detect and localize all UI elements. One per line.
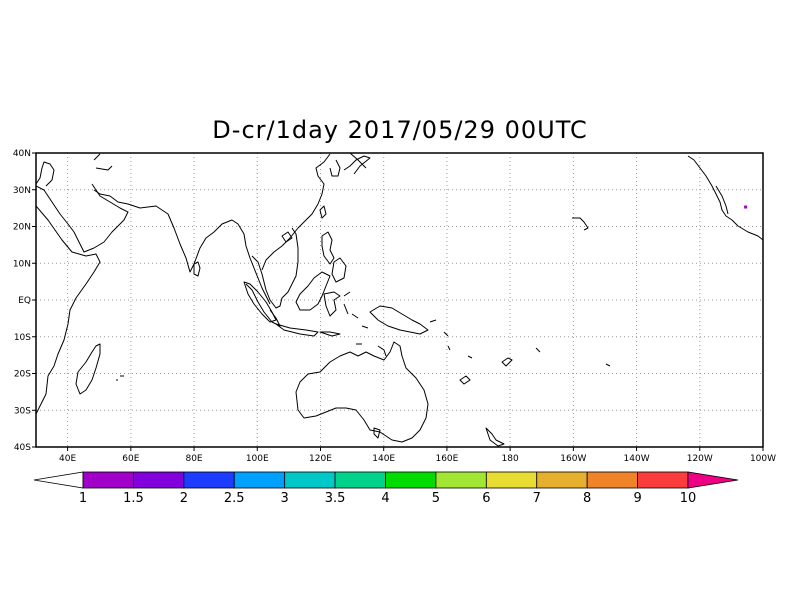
data-markers <box>744 205 748 209</box>
lat-tick-label: 20S <box>14 370 31 380</box>
colorbar-box <box>233 471 286 489</box>
colorbar-label: 3 <box>281 491 289 506</box>
colorbar-box <box>637 471 689 489</box>
coastlines <box>36 153 763 447</box>
lat-tick-label: 30N <box>13 186 31 196</box>
colorbar-label: 2.5 <box>224 491 245 506</box>
map-frame <box>35 152 764 448</box>
lat-tick-label: 30S <box>14 406 31 416</box>
lon-tick-label: 100W <box>750 454 776 464</box>
colorbar-over-triangle <box>687 471 739 489</box>
lat-tick-label: 10N <box>13 259 31 269</box>
colorbar: 1 1.5 2 2.5 3 3.5 4 5 6 7 8 9 10 <box>33 471 739 506</box>
lon-tick-label: 140E <box>372 454 395 464</box>
colorbar-label: 4 <box>381 491 389 506</box>
colorbar-box <box>536 471 588 489</box>
colorbar-box <box>284 471 336 489</box>
colorbar-box <box>385 471 437 489</box>
lon-tick-label: 160E <box>435 454 458 464</box>
lon-tick-label: 160W <box>560 454 586 464</box>
lon-tick-label: 140W <box>624 454 650 464</box>
longitude-ticks: 40E 60E 80E 100E 120E 140E 160E 180 160W 140W 120W… <box>59 447 776 464</box>
lat-tick-label: 10S <box>14 333 31 343</box>
precip-marker <box>744 205 748 209</box>
lon-tick-label: 120W <box>687 454 713 464</box>
grid-lines <box>36 153 763 447</box>
colorbar-box <box>82 471 134 489</box>
lat-tick-label: EQ <box>18 296 31 306</box>
colorbar-label: 8 <box>583 491 591 506</box>
colorbar-label: 1 <box>79 491 87 506</box>
lon-tick-label: 180 <box>502 454 519 464</box>
colorbar-box <box>133 471 185 489</box>
lat-tick-label: 40N <box>13 149 31 159</box>
lat-tick-label: 20N <box>13 223 31 233</box>
colorbar-box <box>485 471 538 489</box>
colorbar-label: 5 <box>432 491 440 506</box>
latitude-ticks: 40N 30N 20N 10N EQ 10S 20S 30S 40S <box>13 149 36 453</box>
colorbar-label: 9 <box>633 491 641 506</box>
colorbar-box <box>183 471 235 489</box>
lon-tick-label: 60E <box>122 454 139 464</box>
lon-tick-label: 100E <box>246 454 269 464</box>
colorbar-label: 10 <box>680 491 697 506</box>
colorbar-under-triangle <box>33 471 84 489</box>
colorbar-box <box>586 471 638 489</box>
colorbar-label: 2 <box>180 491 188 506</box>
lon-tick-label: 120E <box>309 454 332 464</box>
colorbar-label: 3.5 <box>325 491 346 506</box>
lon-tick-label: 80E <box>185 454 202 464</box>
colorbar-box <box>334 471 386 489</box>
map-title: D-cr/1day 2017/05/29 00UTC <box>212 116 588 144</box>
colorbar-label: 1.5 <box>123 491 144 506</box>
colorbar-label: 7 <box>533 491 541 506</box>
colorbar-label: 6 <box>482 491 490 506</box>
colorbar-box <box>435 471 487 489</box>
lon-tick-label: 40E <box>59 454 76 464</box>
lat-tick-label: 40S <box>14 443 31 453</box>
